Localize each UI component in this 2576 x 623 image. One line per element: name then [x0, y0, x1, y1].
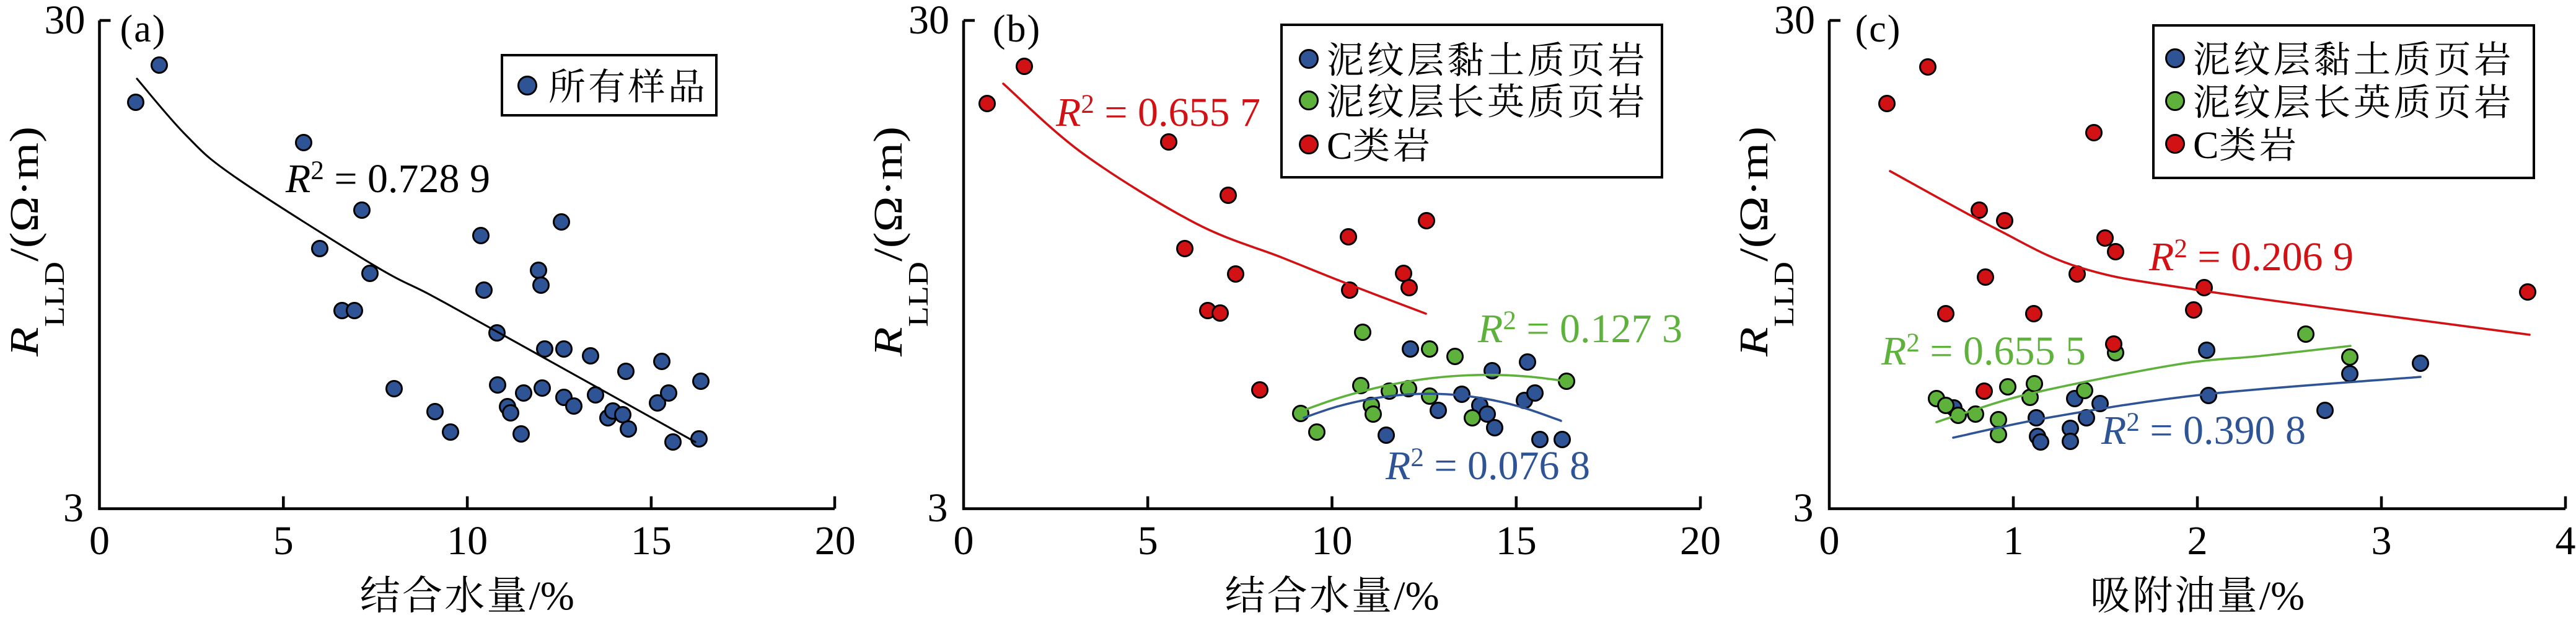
- svg-text:R2 = 0.390 8: R2 = 0.390 8: [2101, 408, 2306, 453]
- svg-text:30: 30: [908, 0, 949, 43]
- svg-text:30: 30: [1774, 0, 1815, 43]
- svg-text:(b): (b): [993, 8, 1041, 50]
- svg-text:R2 = 0.655 5: R2 = 0.655 5: [1881, 329, 2086, 374]
- svg-text:10: 10: [447, 518, 488, 563]
- svg-text:0: 0: [89, 518, 110, 563]
- svg-text:0: 0: [1819, 518, 1840, 563]
- svg-text:3: 3: [63, 485, 84, 531]
- svg-text:C: C: [1327, 125, 1352, 167]
- svg-text:/%: /%: [529, 573, 574, 619]
- svg-text:R2 = 0.655 7: R2 = 0.655 7: [1055, 90, 1260, 135]
- svg-text:15: 15: [1496, 518, 1537, 563]
- svg-text:3: 3: [2372, 518, 2392, 563]
- svg-text:10: 10: [1312, 518, 1353, 563]
- svg-text:30: 30: [45, 0, 86, 43]
- svg-text:20: 20: [1680, 518, 1721, 563]
- svg-text:R2 = 0.076 8: R2 = 0.076 8: [1385, 443, 1590, 488]
- svg-text:RLLD/(Ω·m): RLLD/(Ω·m): [1731, 126, 1800, 357]
- svg-text:4: 4: [2556, 518, 2576, 563]
- svg-text:0: 0: [954, 518, 974, 563]
- svg-text:C: C: [2193, 125, 2218, 167]
- svg-text:/%: /%: [1394, 573, 1439, 619]
- svg-text:R2 = 0.127 3: R2 = 0.127 3: [1477, 306, 1682, 351]
- svg-text:5: 5: [1138, 518, 1158, 563]
- svg-text:2: 2: [2187, 518, 2208, 563]
- svg-text:5: 5: [273, 518, 294, 563]
- svg-text:3: 3: [1793, 485, 1814, 531]
- svg-text:15: 15: [631, 518, 672, 563]
- svg-text:1: 1: [2003, 518, 2024, 563]
- svg-text:20: 20: [815, 518, 856, 563]
- svg-text:3: 3: [928, 485, 948, 531]
- svg-text:RLLD/(Ω·m): RLLD/(Ω·m): [2, 126, 70, 357]
- svg-text:R2 = 0.206 9: R2 = 0.206 9: [2148, 234, 2354, 280]
- svg-text:R2 = 0.728 9: R2 = 0.728 9: [285, 156, 490, 201]
- svg-text:(a): (a): [120, 8, 167, 50]
- svg-text:/%: /%: [2259, 573, 2305, 619]
- svg-text:(c): (c): [1855, 8, 1902, 50]
- svg-text:RLLD/(Ω·m): RLLD/(Ω·m): [866, 126, 934, 357]
